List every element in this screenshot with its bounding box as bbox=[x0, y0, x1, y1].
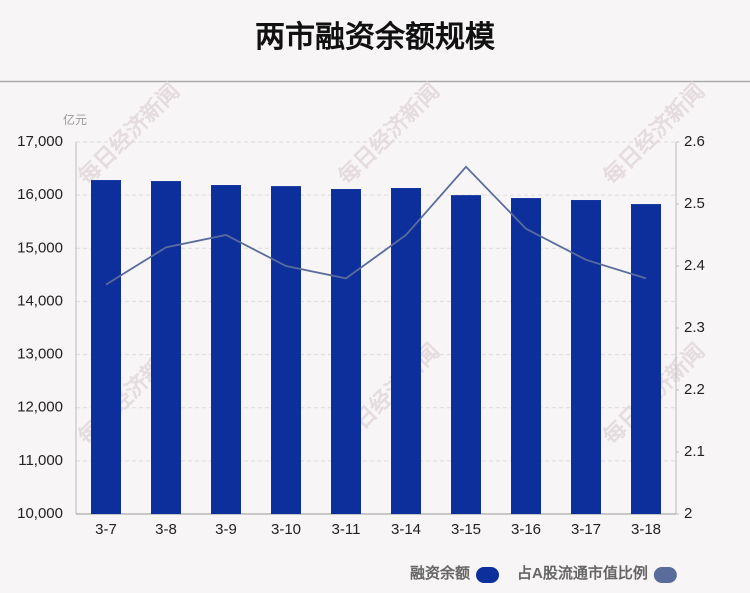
y-tick-label: 12,000 bbox=[17, 399, 63, 416]
x-tick-label: 3-11 bbox=[332, 521, 361, 538]
x-tick-label: 3-7 bbox=[95, 521, 117, 538]
x-tick-label: 3-14 bbox=[391, 521, 421, 538]
bar bbox=[511, 198, 541, 514]
legend-label: 占A股流通市值比例 bbox=[517, 564, 648, 582]
y-tick-label: 13,000 bbox=[17, 346, 63, 363]
x-tick-label: 3-15 bbox=[451, 521, 481, 538]
x-tick-label: 3-9 bbox=[215, 521, 237, 538]
bar bbox=[151, 181, 181, 514]
line bbox=[105, 165, 647, 286]
bar bbox=[571, 200, 601, 515]
watermark: 每日经济新闻 bbox=[73, 78, 184, 189]
bar bbox=[391, 188, 421, 514]
y-tick-label: 14,000 bbox=[17, 292, 63, 309]
legend-label: 融资余额 bbox=[410, 564, 470, 582]
y-tick-label: 17,000 bbox=[17, 133, 63, 150]
x-tick-label: 3-18 bbox=[631, 521, 661, 538]
y2-tick-label: 2.6 bbox=[684, 133, 705, 150]
x-tick-label: 3-17 bbox=[571, 521, 601, 538]
legend-swatch bbox=[653, 567, 677, 583]
watermark: 每日经济新闻 bbox=[333, 78, 444, 189]
bar bbox=[451, 195, 481, 514]
y-tick-label: 16,000 bbox=[17, 186, 63, 203]
bar bbox=[331, 189, 361, 514]
bar bbox=[631, 204, 661, 514]
y2-tick-label: 2 bbox=[684, 505, 692, 522]
x-tick-label: 3-16 bbox=[511, 521, 541, 538]
y-unit: 亿元 bbox=[63, 112, 87, 127]
x-tick-label: 3-10 bbox=[271, 521, 301, 538]
y2-tick-label: 2.4 bbox=[684, 257, 705, 274]
y-tick-label: 11,000 bbox=[18, 452, 63, 469]
x-tick-label: 3-8 bbox=[155, 521, 177, 538]
legend-swatch bbox=[476, 567, 500, 583]
y2-tick-label: 2.5 bbox=[684, 195, 705, 212]
y2-tick-label: 2.1 bbox=[684, 443, 705, 460]
y-tick-label: 10,000 bbox=[17, 505, 63, 522]
chart-title: 两市融资余额规模 bbox=[255, 20, 495, 54]
bar bbox=[271, 186, 301, 514]
y2-tick-label: 2.2 bbox=[684, 381, 705, 398]
y-tick-label: 15,000 bbox=[17, 239, 63, 256]
y2-tick-label: 2.3 bbox=[684, 319, 705, 336]
bar bbox=[91, 180, 121, 514]
